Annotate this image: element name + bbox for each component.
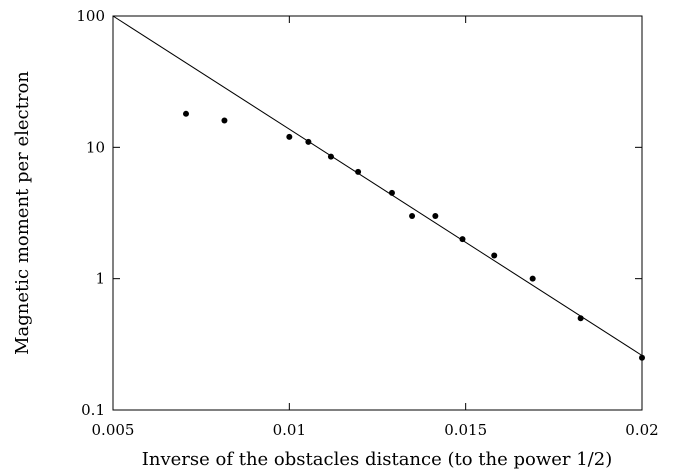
fit-line-layer xyxy=(112,15,643,356)
data-point xyxy=(221,117,228,124)
data-point xyxy=(286,133,293,140)
data-point xyxy=(529,275,536,282)
data-point xyxy=(639,354,645,361)
data-point xyxy=(305,138,312,145)
data-point xyxy=(409,213,416,219)
y-tick-label: 100 xyxy=(76,7,105,25)
data-point xyxy=(388,189,395,196)
x-tick-label: 0.015 xyxy=(444,421,487,439)
x-tick-label: 0.02 xyxy=(625,421,658,439)
data-point xyxy=(355,168,362,175)
data-point xyxy=(577,315,584,322)
y-tick-label: 1 xyxy=(95,270,105,288)
y-axis-title: Magnetic moment per electron xyxy=(12,71,33,355)
y-tick-label: 10 xyxy=(86,138,105,156)
data-point xyxy=(432,213,439,219)
plot-frame xyxy=(112,15,643,411)
data-points-layer xyxy=(183,110,645,361)
fit-line xyxy=(112,15,643,356)
data-point xyxy=(459,236,466,243)
x-tick-label: 0.005 xyxy=(92,421,135,439)
data-point xyxy=(327,153,334,160)
x-axis-title: Inverse of the obstacles distance (to th… xyxy=(142,449,612,470)
y-tick-label: 0.1 xyxy=(81,401,105,419)
axis-ticks: 0.005 0.01 0.015 0.02 0.1 1 10 100 xyxy=(76,7,658,439)
data-point xyxy=(491,252,498,259)
data-point xyxy=(183,110,189,117)
x-tick-label: 0.01 xyxy=(273,421,306,439)
